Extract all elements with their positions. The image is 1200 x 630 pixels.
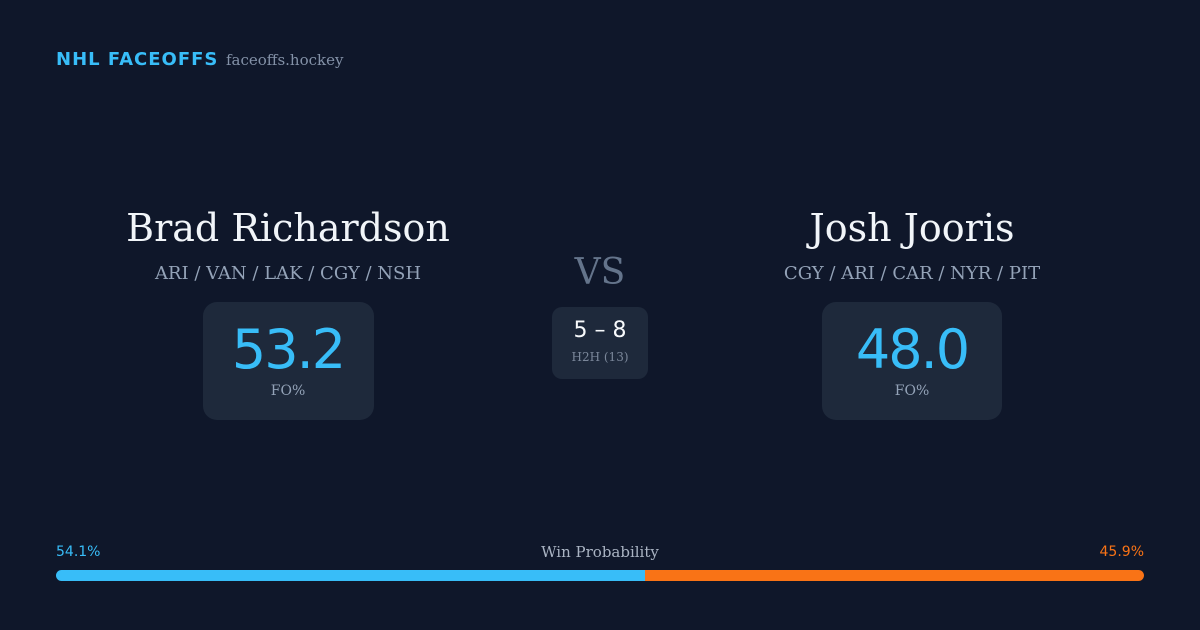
h2h-label: H2H (13) bbox=[571, 350, 629, 364]
site: faceoffs.hockey bbox=[226, 51, 344, 69]
win-probability-title: Win Probability bbox=[541, 543, 659, 561]
fo-label: FO% bbox=[894, 383, 930, 399]
stat-card bbox=[203, 302, 374, 420]
brand: NHL FACEOFFS bbox=[56, 49, 219, 70]
h2h-score: 5 – 8 bbox=[573, 318, 627, 343]
win-pct-right: 45.9% bbox=[1099, 544, 1144, 560]
fo-pct: 48.0 bbox=[855, 318, 970, 381]
win-bar-segment bbox=[56, 570, 645, 581]
win-pct-left: 54.1% bbox=[56, 544, 101, 560]
fo-pct: 53.2 bbox=[231, 318, 346, 381]
player-name: Brad Richardson bbox=[126, 206, 450, 250]
win-bar-segment bbox=[644, 570, 1144, 581]
fo-label: FO% bbox=[270, 383, 306, 399]
player-name: Josh Jooris bbox=[809, 206, 1015, 250]
stat-card bbox=[822, 302, 1002, 420]
vs: VS bbox=[574, 252, 626, 293]
h2h-card bbox=[552, 307, 648, 379]
player-teams: ARI / VAN / LAK / CGY / NSH bbox=[154, 263, 422, 284]
win-bar bbox=[56, 570, 1144, 581]
player-teams: CGY / ARI / CAR / NYR / PIT bbox=[783, 263, 1041, 284]
